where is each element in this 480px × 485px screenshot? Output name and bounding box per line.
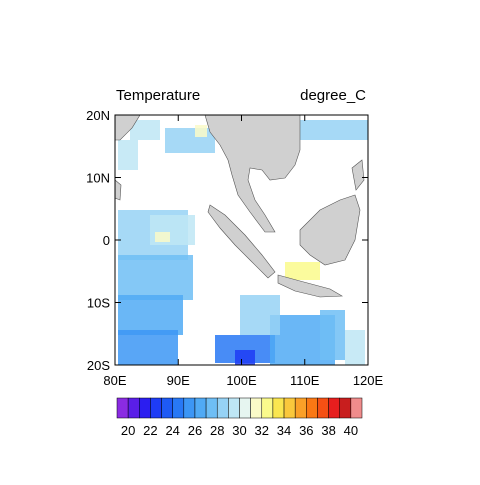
colorbar-box	[228, 397, 240, 419]
colorbar-box	[205, 397, 218, 419]
temperature-patch	[235, 350, 255, 365]
colorbar-box	[328, 397, 340, 419]
colorbar-label: 22	[143, 423, 157, 438]
y-tick-label: 0	[103, 233, 110, 248]
y-tick-label: 20S	[87, 358, 110, 373]
title-left: Temperature	[116, 87, 200, 104]
colorbar-box	[116, 397, 129, 419]
y-tick-label: 10S	[87, 296, 110, 311]
temperature-patch	[285, 262, 320, 280]
land	[299, 194, 361, 266]
x-tick-label: 100E	[226, 373, 257, 388]
colorbar-label: 34	[277, 423, 291, 438]
land	[351, 159, 365, 191]
temperature-patch	[345, 330, 365, 365]
land	[277, 274, 344, 298]
colorbar-box	[127, 397, 140, 419]
colorbar-box	[183, 397, 196, 419]
temperature-patch	[155, 232, 170, 242]
land	[204, 115, 301, 233]
colorbar-label: 20	[121, 423, 135, 438]
x-tick-label: 90E	[167, 373, 190, 388]
colorbar-box	[239, 397, 251, 419]
colorbar-label: 26	[188, 423, 202, 438]
colorbar-box	[306, 397, 318, 419]
colorbar-box	[261, 397, 274, 419]
y-tick-label: 20N	[86, 108, 110, 123]
colorbar-box	[216, 397, 229, 419]
land	[207, 204, 276, 279]
map-area: 80E 90E 100E 110E 120E 20N 10N 0 10S 20S	[86, 108, 383, 388]
colorbar-label: 36	[299, 423, 313, 438]
colorbar-box	[317, 397, 329, 419]
colorbar-box	[250, 397, 263, 419]
x-tick-label: 110E	[290, 373, 320, 388]
temperature-patch	[118, 140, 138, 170]
temperature-patch	[300, 120, 368, 140]
colorbar-box	[294, 397, 307, 419]
temperature-patch	[165, 128, 215, 153]
colorbar-box	[161, 397, 173, 419]
land	[115, 179, 122, 201]
colorbar-box	[139, 397, 151, 419]
temperature-patch	[320, 310, 345, 360]
colorbar-label: 30	[232, 423, 246, 438]
colorbar-label: 38	[321, 423, 335, 438]
land	[115, 115, 141, 141]
temperature-patch	[130, 120, 160, 140]
colorbar-box	[350, 397, 363, 419]
temperature-patch	[118, 255, 193, 300]
colorbar-label: 24	[165, 423, 179, 438]
colorbar-box	[283, 397, 296, 419]
temperature-patch	[118, 295, 183, 335]
colorbar-box	[194, 397, 207, 419]
temperature-patch	[240, 295, 280, 335]
x-tick-label: 120E	[353, 373, 384, 388]
title-right: degree_C	[300, 87, 366, 104]
y-tick-label: 10N	[86, 171, 110, 186]
colorbar-box	[150, 397, 162, 419]
colorbar-label: 40	[344, 423, 358, 438]
x-tick-label: 80E	[103, 373, 126, 388]
colorbar-label: 32	[255, 423, 269, 438]
colorbar-label: 28	[210, 423, 224, 438]
map-content	[115, 115, 368, 365]
colorbar-box	[339, 397, 352, 419]
colorbar-box	[272, 397, 285, 419]
colorbar-box	[172, 397, 185, 419]
temperature-patch	[195, 125, 207, 137]
temperature-patch	[118, 330, 178, 365]
